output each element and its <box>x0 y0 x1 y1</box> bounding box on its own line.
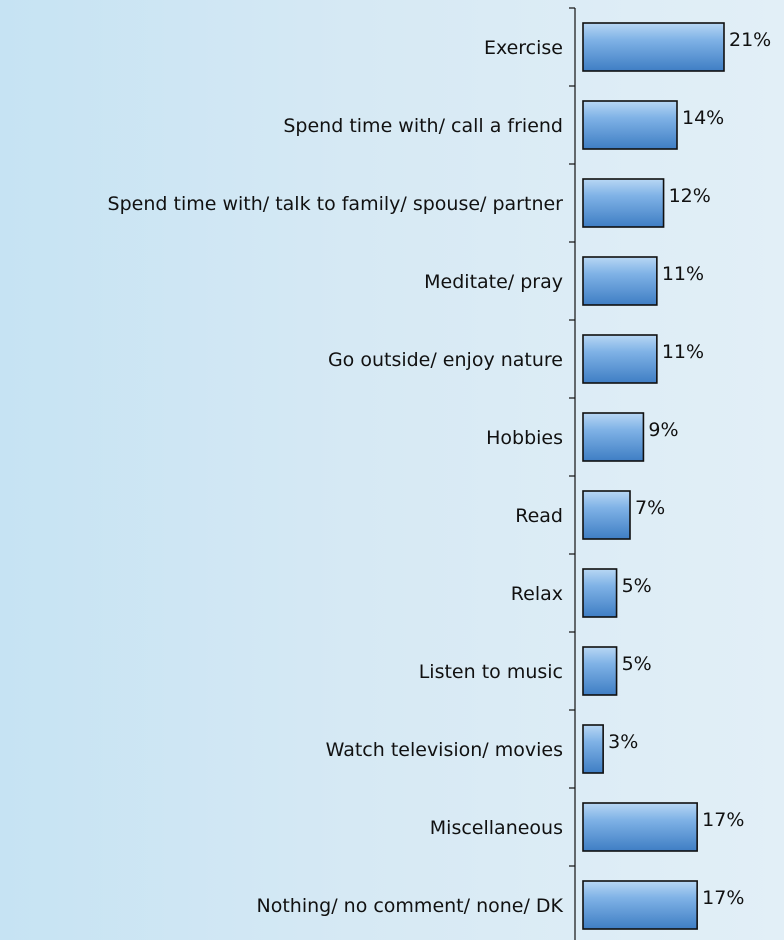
category-label: Go outside/ enjoy nature <box>328 349 563 371</box>
bar <box>582 22 725 72</box>
data-label: 5% <box>622 575 652 597</box>
bar <box>582 568 618 618</box>
category-label: Relax <box>511 583 563 605</box>
data-label: 14% <box>682 107 724 129</box>
bar <box>582 256 658 306</box>
bar <box>582 100 678 150</box>
category-label: Spend time with/ talk to family/ spouse/… <box>108 193 564 215</box>
category-label: Read <box>515 505 563 527</box>
category-label: Spend time with/ call a friend <box>283 115 563 137</box>
bar <box>582 880 698 930</box>
data-label: 21% <box>729 29 771 51</box>
bar <box>582 646 618 696</box>
bar <box>582 724 604 774</box>
category-label: Miscellaneous <box>430 817 563 839</box>
category-label: Exercise <box>484 37 563 59</box>
data-label: 17% <box>702 887 744 909</box>
category-label: Watch television/ movies <box>326 739 563 761</box>
category-label: Nothing/ no comment/ none/ DK <box>257 895 564 917</box>
category-label: Hobbies <box>486 427 563 449</box>
data-label: 3% <box>608 731 638 753</box>
bar <box>582 802 698 852</box>
bars-group <box>582 22 725 930</box>
data-label: 17% <box>702 809 744 831</box>
axis-ticks <box>569 7 575 867</box>
bar <box>582 334 658 384</box>
data-label: 9% <box>648 419 678 441</box>
bar <box>582 412 645 462</box>
data-label: 11% <box>662 263 704 285</box>
data-label: 7% <box>635 497 665 519</box>
category-label: Meditate/ pray <box>424 271 563 293</box>
data-label: 11% <box>662 341 704 363</box>
category-label: Listen to music <box>419 661 563 683</box>
bar <box>582 178 665 228</box>
category-labels: Exercise Spend time with/ call a friend Sp… <box>108 37 564 917</box>
value-labels: 21% 14% 12% 11% 11% 9% 7% 5% 5% 3% 17% 17% <box>608 29 771 909</box>
bar <box>582 490 631 540</box>
data-label: 12% <box>669 185 711 207</box>
data-label: 5% <box>622 653 652 675</box>
